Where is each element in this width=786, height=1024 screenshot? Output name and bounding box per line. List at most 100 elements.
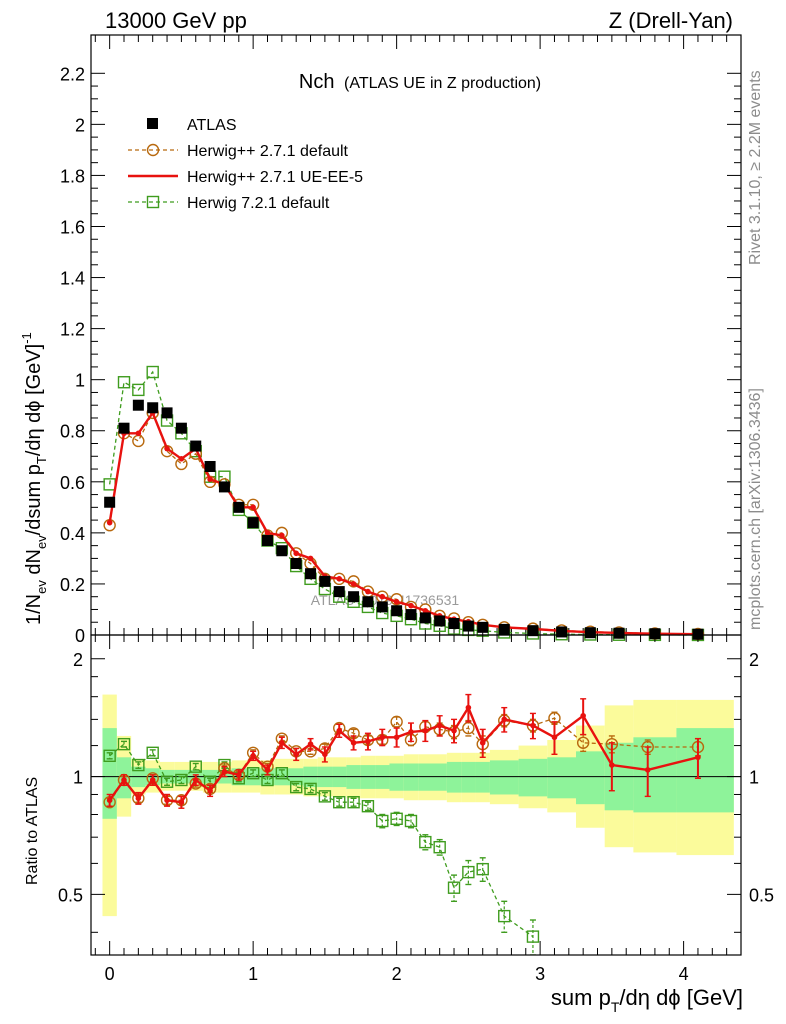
data-point — [333, 586, 345, 598]
ratio-x-ticks: 0 1 2 3 4 — [94, 635, 728, 984]
ratio-y-tick-label-right: 1 — [749, 768, 759, 788]
x-tick-label: 4 — [679, 964, 689, 984]
ratio-point — [462, 721, 475, 735]
ratio-point — [695, 754, 701, 761]
ratio-point — [465, 704, 472, 711]
data-point — [556, 626, 568, 638]
legend-label-herwig7-default: Herwig 7.2.1 default — [187, 195, 330, 212]
main-series — [103, 365, 705, 642]
x-axis-label: sum pT/dη dϕ [GeV] — [551, 985, 743, 1015]
green-band-bin — [403, 763, 419, 791]
data-point — [104, 496, 116, 508]
ratio-point — [576, 736, 590, 749]
ratio-point — [235, 772, 242, 778]
legend: ATLAS Herwig++ 2.7.1 default Herwig++ 2.… — [128, 117, 363, 212]
ratio-point — [404, 814, 418, 828]
rivet-label: Rivet 3.1.10, ≥ 2.2M events — [747, 70, 764, 265]
x-tick-label: 3 — [535, 964, 545, 984]
legend-label-herwigpp-ueee5: Herwig++ 2.7.1 UE-EE-5 — [187, 169, 363, 186]
data-point — [161, 407, 173, 419]
ratio-point — [365, 738, 371, 745]
ratio-frame — [90, 634, 742, 956]
data-point — [422, 607, 429, 614]
ratio-point — [117, 737, 131, 751]
main-y-tick-label: 1 — [75, 371, 85, 391]
data-point — [336, 576, 343, 582]
data-point — [692, 628, 704, 640]
data-point — [307, 555, 314, 562]
green-band-bin — [461, 761, 476, 793]
ratio-point — [580, 712, 586, 719]
ratio-point — [106, 797, 113, 804]
ratio-point — [293, 751, 299, 758]
data-point — [218, 481, 230, 493]
data-point — [132, 383, 145, 397]
ratio-point — [501, 716, 508, 723]
data-point — [293, 550, 299, 557]
header-left: 13000 GeV pp — [105, 8, 247, 33]
ratio-panel: 0.5 0.5 1 1 2 2 0 1 2 3 4 Ratio to ATLAS sum pT/d… — [24, 634, 774, 1015]
main-y-tick-label: 1.8 — [60, 166, 85, 186]
green-band-bin — [547, 757, 576, 799]
ratio-y-label: Ratio to ATLAS — [24, 777, 41, 885]
green-band-bin — [475, 761, 490, 793]
data-point — [365, 588, 371, 595]
data-point — [132, 399, 144, 411]
data-point — [584, 627, 596, 639]
ratio-point — [451, 727, 457, 734]
ratio-y-tick-label: 2 — [73, 650, 83, 670]
plot-title-main: Nch — [299, 71, 335, 93]
ratio-point — [361, 800, 375, 813]
ratio-point — [178, 799, 185, 806]
main-y-tick-label: 0.8 — [60, 422, 85, 442]
data-point — [261, 535, 273, 547]
ratio-point — [304, 782, 317, 796]
data-point — [207, 476, 213, 483]
ratio-point — [246, 767, 260, 780]
ratio-point — [318, 790, 332, 803]
ratio-y-tick-label: 1 — [73, 768, 83, 788]
ratio-series-line — [108, 705, 699, 804]
ratio-point — [376, 814, 389, 828]
data-point — [117, 376, 131, 389]
green-band-bin — [446, 761, 462, 793]
data-point — [405, 609, 417, 621]
ratio-point — [146, 746, 159, 760]
ratio-point — [390, 715, 403, 729]
ratio-series — [103, 693, 705, 955]
ratio-point — [422, 727, 429, 734]
data-point — [164, 445, 170, 452]
ratio-point — [221, 768, 228, 775]
ratio-point — [336, 727, 343, 734]
plot-title-sub: (ATLAS UE in Z production) — [344, 75, 541, 92]
ratio-point — [644, 767, 651, 773]
legend-label-herwigpp-default: Herwig++ 2.7.1 default — [187, 143, 349, 160]
ratio-point — [289, 780, 303, 794]
main-y-tick-label: 0 — [75, 626, 85, 646]
main-y-tick-label: 0.4 — [60, 524, 85, 544]
ratio-point — [498, 909, 511, 923]
ratio-point — [408, 729, 414, 735]
green-band-bin — [518, 758, 548, 797]
ratio-point — [379, 734, 386, 741]
ratio-point — [160, 775, 174, 788]
data-point — [348, 591, 360, 603]
main-series-0 — [104, 399, 704, 640]
data-point — [246, 498, 260, 511]
data-point — [305, 568, 317, 580]
header-right: Z (Drell-Yan) — [609, 8, 733, 33]
ratio-point — [121, 777, 127, 783]
ratio-point — [609, 762, 615, 768]
data-point — [527, 625, 539, 637]
data-point — [147, 402, 159, 414]
data-point — [376, 601, 388, 613]
ratio-point — [462, 865, 475, 879]
main-series-line — [108, 410, 698, 636]
data-point — [477, 621, 489, 633]
data-point — [106, 519, 113, 526]
x-tick-label: 2 — [392, 964, 402, 984]
x-tick-label: 1 — [248, 964, 258, 984]
ratio-point — [164, 797, 170, 804]
data-point — [462, 620, 474, 632]
legend-label-atlas: ATLAS — [187, 117, 237, 134]
